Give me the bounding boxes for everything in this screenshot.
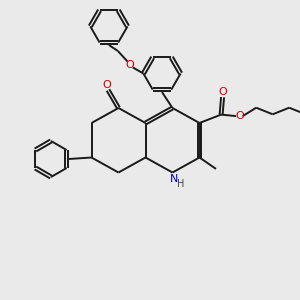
Text: O: O [125, 59, 134, 70]
Text: O: O [218, 87, 227, 97]
Text: O: O [235, 111, 244, 121]
Text: O: O [102, 80, 111, 90]
Text: H: H [177, 179, 184, 189]
Text: N: N [170, 173, 178, 184]
